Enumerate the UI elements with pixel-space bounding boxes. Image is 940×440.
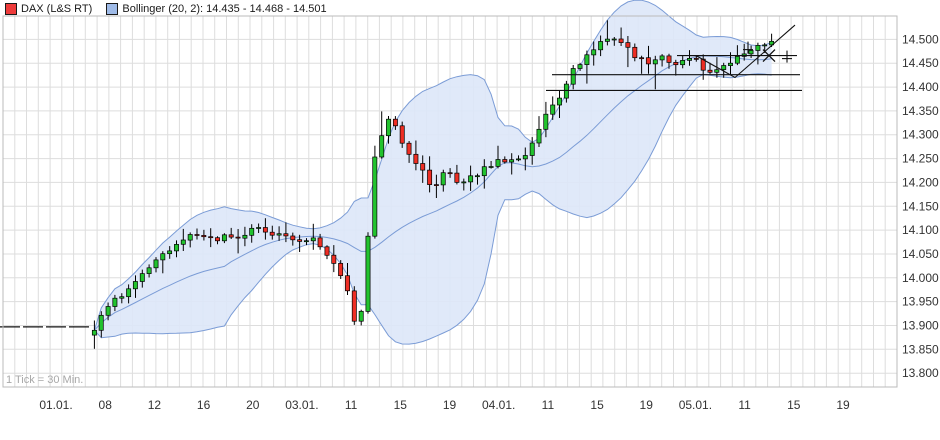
svg-text:13.850: 13.850 (902, 342, 939, 356)
svg-text:04.01.: 04.01. (482, 398, 515, 412)
svg-text:14.150: 14.150 (902, 199, 939, 213)
svg-text:03.01.: 03.01. (285, 398, 318, 412)
svg-text:19: 19 (836, 398, 850, 412)
svg-text:13.900: 13.900 (902, 319, 939, 333)
svg-text:11: 11 (738, 398, 751, 412)
svg-text:16: 16 (197, 398, 211, 412)
svg-text:14.250: 14.250 (902, 152, 939, 166)
svg-text:13.950: 13.950 (902, 295, 939, 309)
svg-text:14.350: 14.350 (902, 104, 939, 118)
svg-text:15: 15 (590, 398, 604, 412)
svg-text:11: 11 (542, 398, 555, 412)
svg-text:05.01.: 05.01. (679, 398, 712, 412)
svg-text:14.500: 14.500 (902, 32, 939, 46)
svg-text:20: 20 (246, 398, 260, 412)
svg-text:11: 11 (345, 398, 358, 412)
svg-text:08: 08 (99, 398, 113, 412)
svg-text:14.450: 14.450 (902, 56, 939, 70)
svg-text:12: 12 (148, 398, 162, 412)
svg-text:14.000: 14.000 (902, 271, 939, 285)
svg-text:01.01.: 01.01. (39, 398, 72, 412)
svg-text:14.300: 14.300 (902, 128, 939, 142)
svg-text:14.100: 14.100 (902, 223, 939, 237)
svg-text:19: 19 (443, 398, 457, 412)
svg-text:14.400: 14.400 (902, 80, 939, 94)
svg-text:13.800: 13.800 (902, 366, 939, 380)
svg-text:14.050: 14.050 (902, 247, 939, 261)
svg-text:15: 15 (787, 398, 801, 412)
svg-text:14.200: 14.200 (902, 175, 939, 189)
svg-text:15: 15 (394, 398, 408, 412)
svg-text:19: 19 (640, 398, 654, 412)
